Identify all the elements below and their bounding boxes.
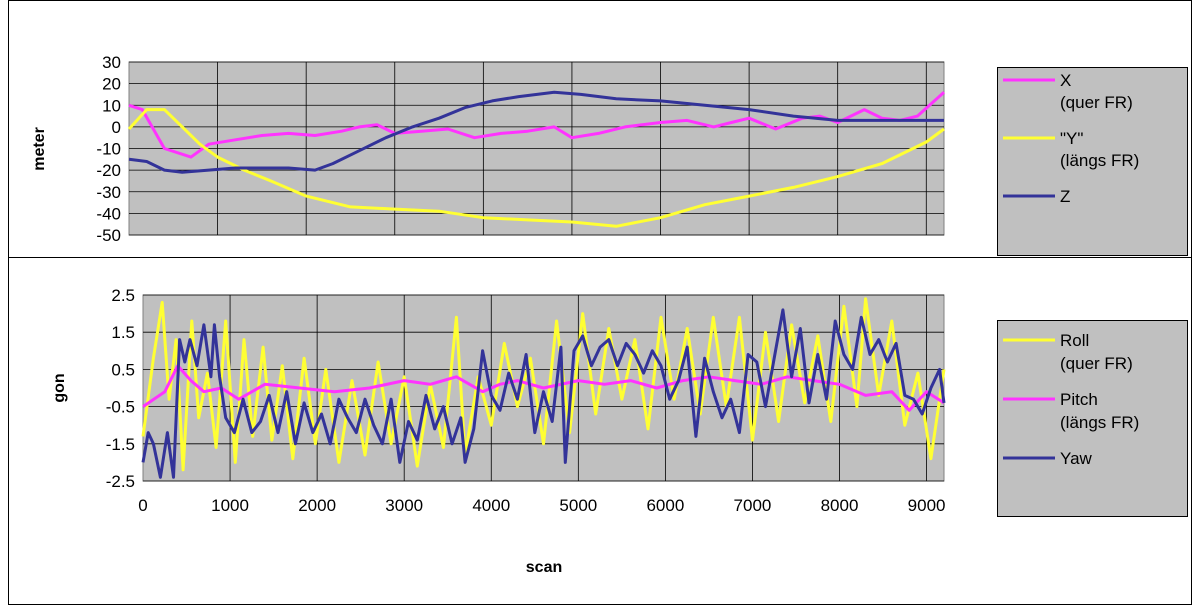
position-legend-label-1: (längs FR) xyxy=(1060,151,1139,170)
position-y-axis-label: meter xyxy=(31,127,48,171)
attitude-legend-label-1: (längs FR) xyxy=(1060,413,1139,432)
attitude-y-tick-label: -1.5 xyxy=(106,435,135,454)
attitude-legend-label-1: Pitch xyxy=(1060,390,1098,409)
attitude-x-tick-labels: 0 1000 2000 3000 4000 5000 6000 7000 8000 9000 xyxy=(138,496,945,515)
position-legend-label-0: X xyxy=(1060,71,1071,90)
position-y-tick-label: -40 xyxy=(96,204,121,223)
attitude-series-lines xyxy=(141,297,946,479)
attitude-x-tick-label: 2000 xyxy=(298,496,336,515)
attitude-legend-label-2: Yaw xyxy=(1060,449,1093,468)
attitude-y-tick-labels: 2.5 1.5 0.5 -0.5 -1.5 -2.5 xyxy=(106,286,135,491)
attitude-x-tick-label: 1000 xyxy=(211,496,249,515)
position-y-tick-label: 0 xyxy=(112,118,121,137)
attitude-series-line-2 xyxy=(141,308,946,479)
attitude-y-axis-label: gon xyxy=(51,373,68,402)
attitude-y-tick-label: 0.5 xyxy=(111,360,135,379)
position-legend-box xyxy=(997,67,1188,256)
position-gridlines xyxy=(129,61,944,236)
attitude-y-tick-label: -2.5 xyxy=(106,472,135,491)
attitude-legend-box xyxy=(997,320,1188,517)
position-y-tick-label: 10 xyxy=(102,96,121,115)
position-y-tick-label: -30 xyxy=(96,183,121,202)
position-y-tick-label: 20 xyxy=(102,75,121,94)
position-y-tick-label: 30 xyxy=(102,53,121,72)
attitude-x-tick-label: 4000 xyxy=(472,496,510,515)
position-series-line-1 xyxy=(127,108,945,228)
position-y-tick-label: -10 xyxy=(96,140,121,159)
attitude-x-tick-label: 6000 xyxy=(646,496,684,515)
position-legend: X (quer FR) "Y" (längs FR) Z xyxy=(1003,71,1139,206)
position-series-line-2 xyxy=(128,90,944,174)
position-series-line-0 xyxy=(128,91,946,159)
attitude-y-tick-label: 1.5 xyxy=(111,323,135,342)
attitude-x-axis-label: scan xyxy=(526,559,562,576)
attitude-chart: 2.5 1.5 0.5 -0.5 -1.5 -2.5 0 1000 2000 3000 4000 5… xyxy=(51,286,1188,576)
position-chart: 30 20 10 0 -10 -20 -30 -40 -50 meter X (quer FR) "… xyxy=(31,53,1188,256)
attitude-y-tick-label: 2.5 xyxy=(111,286,135,305)
position-legend-label-1: "Y" xyxy=(1060,129,1083,148)
position-legend-label-2: Z xyxy=(1060,187,1070,206)
attitude-x-tick-label: 7000 xyxy=(734,496,772,515)
attitude-y-tick-label: -0.5 xyxy=(106,398,135,417)
attitude-legend: Roll (quer FR) Pitch (längs FR) Yaw xyxy=(1003,331,1139,468)
position-series-lines xyxy=(127,90,946,228)
position-y-tick-label: -20 xyxy=(96,161,121,180)
attitude-x-tick-label: 0 xyxy=(138,496,147,515)
position-legend-label-0: (quer FR) xyxy=(1060,93,1133,112)
attitude-x-tick-label: 9000 xyxy=(908,496,946,515)
attitude-legend-label-0: (quer FR) xyxy=(1060,354,1133,373)
attitude-x-tick-label: 3000 xyxy=(385,496,423,515)
attitude-legend-label-0: Roll xyxy=(1060,331,1089,350)
attitude-x-tick-label: 5000 xyxy=(559,496,597,515)
attitude-x-tick-label: 8000 xyxy=(821,496,859,515)
position-y-tick-label: -50 xyxy=(96,226,121,245)
position-y-tick-labels: 30 20 10 0 -10 -20 -30 -40 -50 xyxy=(96,53,121,245)
